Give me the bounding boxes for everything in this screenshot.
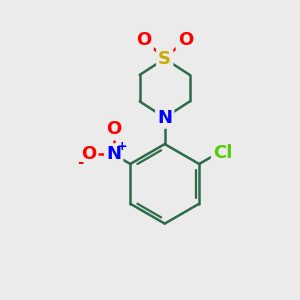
Text: +: +	[117, 140, 127, 153]
Text: O: O	[136, 31, 152, 49]
Text: O: O	[106, 120, 121, 138]
Text: Cl: Cl	[213, 144, 233, 162]
Text: N: N	[157, 109, 172, 127]
Text: N: N	[106, 146, 121, 164]
Text: O: O	[81, 146, 96, 164]
Text: -: -	[77, 155, 84, 170]
Text: S: S	[158, 50, 171, 68]
Text: O: O	[178, 31, 193, 49]
